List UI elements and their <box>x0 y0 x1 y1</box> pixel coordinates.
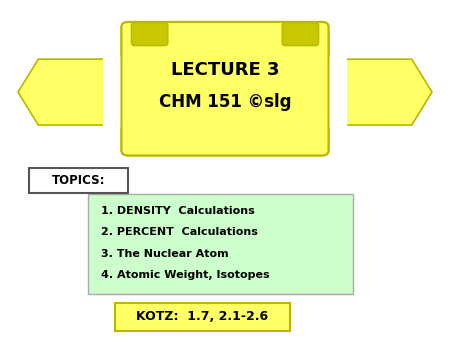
Polygon shape <box>317 57 346 127</box>
Text: KOTZ:  1.7, 2.1-2.6: KOTZ: 1.7, 2.1-2.6 <box>136 310 269 323</box>
FancyBboxPatch shape <box>131 23 168 46</box>
Text: TOPICS:: TOPICS: <box>52 174 105 187</box>
FancyBboxPatch shape <box>131 23 168 46</box>
FancyBboxPatch shape <box>122 22 328 155</box>
FancyBboxPatch shape <box>282 23 319 46</box>
FancyBboxPatch shape <box>88 194 353 294</box>
Text: CHM 151 ©slg: CHM 151 ©slg <box>159 93 291 111</box>
Polygon shape <box>322 59 432 125</box>
Text: 4. Atomic Weight, Isotopes: 4. Atomic Weight, Isotopes <box>101 270 270 280</box>
Polygon shape <box>18 59 128 125</box>
Text: LECTURE 3: LECTURE 3 <box>171 61 279 79</box>
FancyBboxPatch shape <box>29 168 128 193</box>
Text: 3. The Nuclear Atom: 3. The Nuclear Atom <box>101 249 229 259</box>
FancyBboxPatch shape <box>282 23 319 46</box>
FancyBboxPatch shape <box>115 303 290 331</box>
Text: 2. PERCENT  Calculations: 2. PERCENT Calculations <box>101 227 258 237</box>
Polygon shape <box>104 57 133 127</box>
Text: 1. DENSITY  Calculations: 1. DENSITY Calculations <box>101 206 255 216</box>
FancyBboxPatch shape <box>122 22 328 155</box>
